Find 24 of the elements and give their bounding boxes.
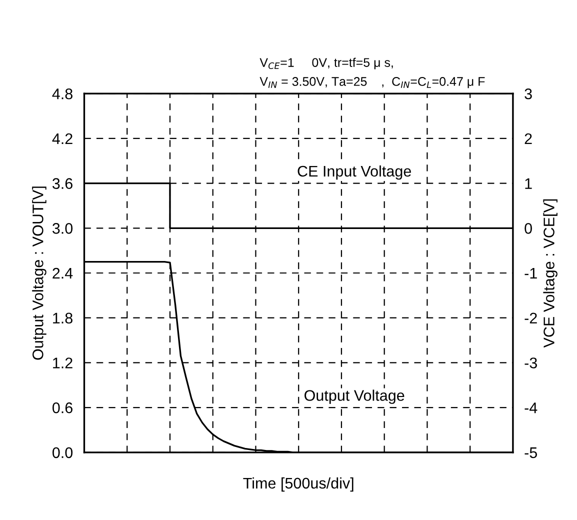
y2-tick-label: -2 [524,312,537,324]
y2-tick-label: -3 [524,358,537,368]
annotation: CE Input Voltage [298,165,411,180]
y-tick-label: 4.8 [52,88,72,100]
y2-tick-label: 2 [524,133,532,144]
y2-tick-label: -1 [524,268,537,279]
y-tick-label: 0.0 [52,447,73,458]
y-tick-label: 4.2 [52,133,72,144]
y2-tick-label: 3 [524,88,532,100]
y2-tick-label: 1 [525,178,532,189]
y-tick-label: 1.2 [53,358,72,368]
y2-axis-title: VCE Voltage : VCE[V] [543,199,558,348]
y2-tick-label: 0 [524,223,532,234]
y2-tick-label: -4 [524,402,538,414]
x-axis-title: Time [500us/div] [243,477,354,492]
y-tick-label: 3.0 [52,223,73,234]
text: V$_{CE}$=1 0V, tr=tf=5 μ s, V$_{IN}$ = 3.50V, Ta=25 , C$_{IN}$=C$_{L}$=0.47 μ F [260,58,485,88]
y-tick-label: 2.4 [52,268,73,279]
annotation: Output Voltage [304,390,404,404]
y-tick-label: 0.6 [52,402,72,414]
y-tick-label: 1.8 [53,312,72,324]
y-tick-label: 3.6 [52,178,72,189]
y-axis-title: Output Voltage : VOUT[V] [32,186,46,360]
y2-tick-label: -5 [524,447,538,458]
